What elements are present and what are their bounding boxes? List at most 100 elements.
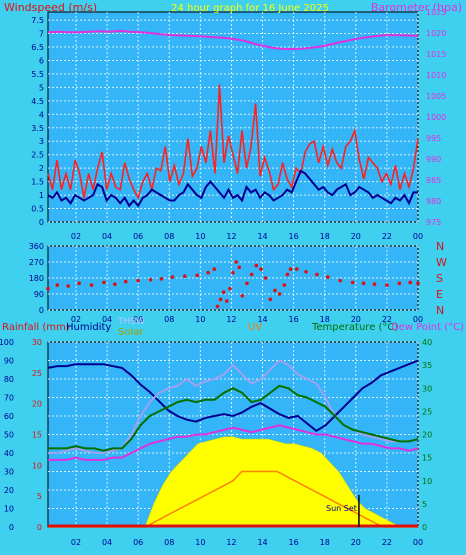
p2-direction-point	[102, 280, 106, 285]
p1-right-tick-label: 990	[426, 155, 441, 164]
p1-right-tick-label: 1015	[426, 50, 446, 59]
p2-left-tick-label: 270	[29, 258, 44, 267]
p1-right-tick-label: 1025	[426, 8, 446, 17]
p1-x-tick-label: 16	[289, 232, 299, 241]
p3-x-tick-label: 02	[71, 538, 81, 547]
p2-direction-point	[224, 299, 229, 303]
p1-series-barometer	[47, 29, 419, 50]
p2-direction-point	[228, 286, 232, 291]
p2-left-tick-label: 0	[39, 306, 44, 315]
p2-left-tick-label: 90	[34, 290, 44, 299]
p2-direction-point	[215, 304, 220, 309]
p1-x-tick-label: 06	[133, 232, 143, 241]
p1-left-tick-label: 5.5	[31, 70, 44, 79]
p2-direction-point	[183, 274, 187, 279]
p3-x-tick-label: 12	[226, 538, 236, 547]
p3-right-tick-label: 30	[422, 384, 432, 393]
p1-left-tick-label: 1.5	[31, 178, 44, 187]
p1-x-tick-label: 12	[226, 232, 236, 241]
p2-direction-point	[254, 263, 259, 268]
p3-solar-label: Solar	[118, 327, 144, 338]
p3-humidity-tick-label: 90	[4, 357, 14, 366]
p3-rain-tick-label: 0	[37, 523, 42, 532]
p3-rain-tick-label: 30	[32, 338, 42, 347]
p3-rainfall-label: Rainfall (mm)	[2, 322, 70, 333]
p2-direction-point	[277, 292, 282, 296]
p2-direction-point	[282, 283, 287, 287]
p1-left-tick-label: 1	[39, 191, 44, 200]
p2-x-tick-label: 10	[195, 315, 205, 324]
p2-direction-point	[285, 272, 290, 277]
p2-direction-point	[416, 281, 420, 286]
p3-humidity-tick-label: 60	[4, 412, 14, 421]
p2-direction-point	[148, 277, 153, 282]
p3-rain-tick-label: 20	[32, 400, 42, 409]
p2-x-tick-label: 04	[102, 315, 112, 324]
p2-x-tick-label: 20	[351, 315, 361, 324]
p3-humidity-tick-label: 30	[4, 468, 14, 477]
p1-left-tick-label: 0.5	[31, 205, 44, 214]
p1-left-tick-label: 6.5	[31, 43, 44, 52]
p3-sunset-label: Sun Set	[326, 504, 357, 513]
p3-humidity-label: Humidity	[66, 322, 111, 333]
p2-x-tick-label: 16	[289, 315, 299, 324]
p3-humidity-tick-label: 40	[4, 449, 14, 458]
p2-direction-point	[113, 282, 117, 287]
p1-x-tick-label: 00	[413, 232, 423, 241]
p2-direction-point	[249, 272, 254, 277]
p2-direction-point	[212, 267, 217, 271]
p2-x-tick-label: 06	[133, 315, 143, 324]
p2-compass-label: W	[436, 256, 447, 269]
p1-x-tick-label: 02	[71, 232, 81, 241]
temperature-humidity-panel: 0102030405060708090100051015202530051015…	[0, 317, 464, 547]
p2-direction-point	[350, 280, 355, 285]
p2-direction-point	[268, 297, 273, 302]
p2-direction-point	[89, 283, 94, 287]
p2-x-tick-label: 08	[164, 315, 174, 324]
p1-right-tick-label: 985	[426, 176, 441, 185]
p2-compass-label: N	[436, 304, 444, 317]
p1-right-tick-label: 1010	[426, 71, 446, 80]
p1-right-tick-label: 1020	[426, 29, 446, 38]
p2-x-tick-label: 22	[382, 315, 392, 324]
p3-right-tick-label: 10	[422, 477, 432, 486]
p1-x-tick-label: 22	[382, 232, 392, 241]
p3-uv-label: UV	[248, 322, 262, 333]
p2-direction-point	[77, 281, 81, 286]
p3-right-tick-label: 15	[422, 454, 432, 463]
p2-left-tick-label: 360	[29, 242, 44, 251]
p1-left-tick-label: 7	[39, 30, 44, 39]
p3-x-tick-label: 20	[351, 538, 361, 547]
p1-right-tick-label: 995	[426, 134, 441, 143]
p2-direction-point	[237, 265, 242, 270]
p2-direction-point	[66, 284, 71, 288]
p2-x-tick-label: 00	[413, 315, 423, 324]
p2-direction-point	[372, 282, 377, 287]
p2-direction-point	[218, 297, 223, 302]
p2-x-tick-label: 02	[71, 315, 81, 324]
p2-direction-point	[361, 281, 366, 286]
p3-humidity-tick-label: 20	[4, 486, 14, 495]
p3-right-tick-label: 35	[422, 361, 432, 370]
p1-left-tick-label: 7.5	[31, 16, 44, 25]
p3-humidity-tick-label: 0	[9, 523, 14, 532]
p2-direction-point	[397, 281, 402, 286]
p1-right-tick-label: 980	[426, 197, 441, 206]
p1-left-tick-label: 6	[39, 56, 44, 65]
p2-direction-point	[304, 269, 308, 274]
p3-series-temperature	[48, 384, 419, 452]
p1-right-tick-label: 1005	[426, 92, 446, 101]
p2-direction-point	[385, 283, 389, 287]
chart-title: 24 hour graph for 16 June 2025	[171, 3, 329, 14]
p2-left-tick-label: 180	[29, 274, 44, 283]
p1-left-tick-label: 5	[39, 83, 44, 92]
p3-right-tick-label: 25	[422, 407, 432, 416]
p3-humidity-tick-label: 10	[4, 505, 14, 514]
p3-x-tick-label: 06	[133, 538, 143, 547]
p3-right-tick-label: 40	[422, 338, 432, 347]
p2-direction-point	[408, 280, 413, 285]
p3-x-tick-label: 08	[164, 538, 174, 547]
p3-x-tick-label: 10	[195, 538, 205, 547]
p3-right-tick-label: 20	[422, 431, 432, 440]
p2-direction-point	[263, 276, 268, 280]
